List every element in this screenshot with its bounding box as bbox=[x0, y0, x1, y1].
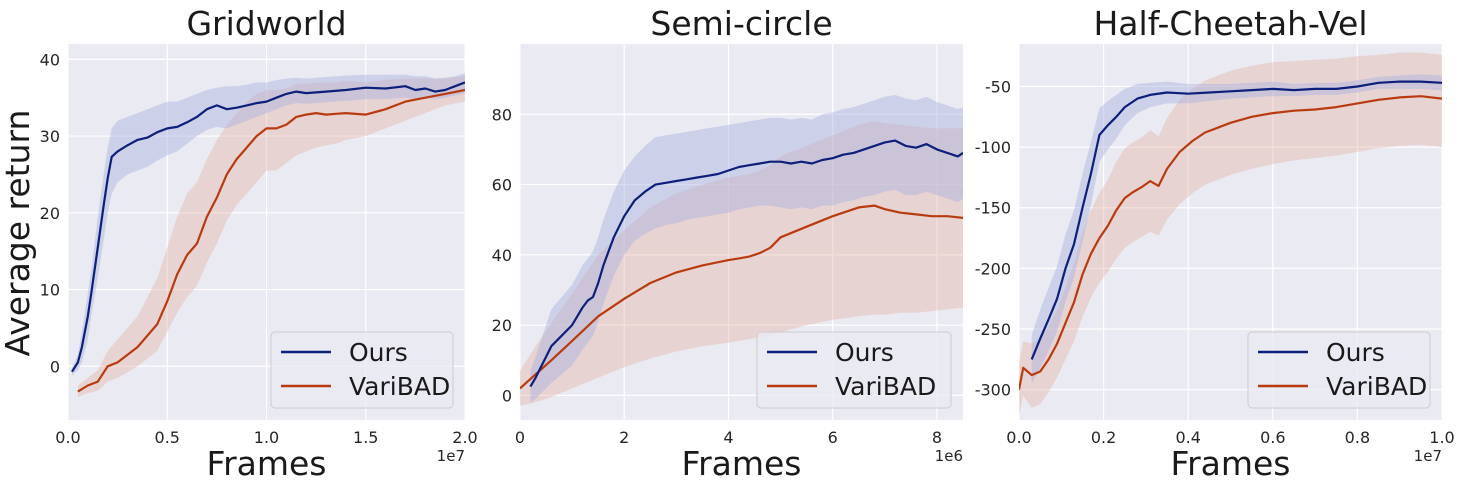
y-tick-label: -200 bbox=[975, 259, 1011, 278]
x-tick-label: 6 bbox=[828, 428, 838, 447]
x-axis-label: Frames bbox=[206, 444, 326, 483]
legend: Ours VariBAD bbox=[270, 331, 454, 409]
legend-label-varibad: VariBAD bbox=[835, 372, 936, 401]
y-tick-label: -50 bbox=[985, 77, 1011, 96]
confidence-band-varibad bbox=[77, 76, 465, 397]
confidence-band-ours bbox=[530, 95, 963, 403]
y-tick-label: 40 bbox=[492, 246, 512, 265]
x-tick-label: 1.0 bbox=[1429, 428, 1454, 447]
x-tick-label: 1.5 bbox=[353, 428, 378, 447]
x-axis-label: Frames bbox=[1170, 444, 1290, 483]
chart-panel-2: 0 2 4 6 80204060801e6Semi-circleFramesOursVa… bbox=[492, 4, 963, 483]
x-tick-label: 0.5 bbox=[155, 428, 180, 447]
confidence-band-varibad bbox=[520, 121, 963, 406]
y-tick-label: -300 bbox=[975, 381, 1011, 400]
legend-label-ours: Ours bbox=[1326, 338, 1385, 367]
legend: Ours VariBAD bbox=[756, 331, 952, 409]
y-tick-label: 40 bbox=[40, 50, 60, 69]
x-tick-label: 2 bbox=[619, 428, 629, 447]
x-tick-label: 8 bbox=[932, 428, 942, 447]
legend-label-varibad: VariBAD bbox=[1326, 372, 1427, 401]
series-line-ours bbox=[529, 139, 963, 388]
y-tick-label: 20 bbox=[40, 204, 60, 223]
x-tick-label: 0.0 bbox=[55, 428, 80, 447]
chart-panel-1: 0.0 0.5 1.0 1.5 2.0 0 10 20 30 40 1e7 Gridworld Fram… bbox=[40, 4, 478, 483]
series-line-varibad bbox=[77, 88, 465, 393]
y-tick-label: 80 bbox=[492, 105, 512, 124]
x-offset-label: 1e6 bbox=[935, 447, 963, 465]
x-tick-label: 4 bbox=[723, 428, 733, 447]
chart-title: Semi-circle bbox=[650, 4, 832, 43]
x-tick-label: 1.0 bbox=[254, 428, 279, 447]
chart-title: Gridworld bbox=[186, 4, 346, 43]
y-tick-label: 60 bbox=[492, 176, 512, 195]
y-tick-label: 0 bbox=[502, 386, 512, 405]
x-offset-label: 1e7 bbox=[437, 447, 465, 465]
y-tick-label: 20 bbox=[492, 316, 512, 335]
y-axis-label: Average return bbox=[0, 110, 37, 357]
x-tick-label: 0.6 bbox=[1260, 428, 1285, 447]
y-tick-label: 30 bbox=[40, 127, 60, 146]
x-tick-label: 0.0 bbox=[1006, 428, 1031, 447]
confidence-band-ours bbox=[72, 73, 465, 376]
y-tick-label: 10 bbox=[40, 281, 60, 300]
legend-label-ours: Ours bbox=[835, 338, 894, 367]
series-line-ours bbox=[1030, 80, 1442, 360]
x-axis-label: Frames bbox=[681, 444, 801, 483]
x-tick-label: 0.8 bbox=[1345, 428, 1370, 447]
legend-label-varibad: VariBAD bbox=[349, 372, 450, 401]
series-line-varibad bbox=[1019, 95, 1442, 390]
chart-title: Half-Cheetah-Vel bbox=[1093, 4, 1367, 43]
y-tick-label: -250 bbox=[975, 320, 1011, 339]
x-offset-label: 1e7 bbox=[1414, 447, 1442, 465]
confidence-band-varibad bbox=[1019, 52, 1442, 417]
x-tick-label: 2.0 bbox=[452, 428, 477, 447]
x-tick-label: 0 bbox=[515, 428, 525, 447]
legend-label-ours: Ours bbox=[349, 338, 408, 367]
legend: Ours VariBAD bbox=[1247, 331, 1431, 409]
x-tick-label: 0.4 bbox=[1175, 428, 1200, 447]
series-line-ours bbox=[71, 81, 465, 373]
series-line-varibad bbox=[520, 204, 963, 390]
y-tick-label: -150 bbox=[975, 199, 1011, 218]
chart-panel-3: 0.0 0.2 0.4 0.6 0.8 1.0 -300 -250 -200 -150 -100 -5… bbox=[975, 4, 1455, 483]
y-tick-label: 0 bbox=[50, 357, 60, 376]
y-tick-label: -100 bbox=[975, 138, 1011, 157]
x-tick-label: 0.2 bbox=[1091, 428, 1116, 447]
